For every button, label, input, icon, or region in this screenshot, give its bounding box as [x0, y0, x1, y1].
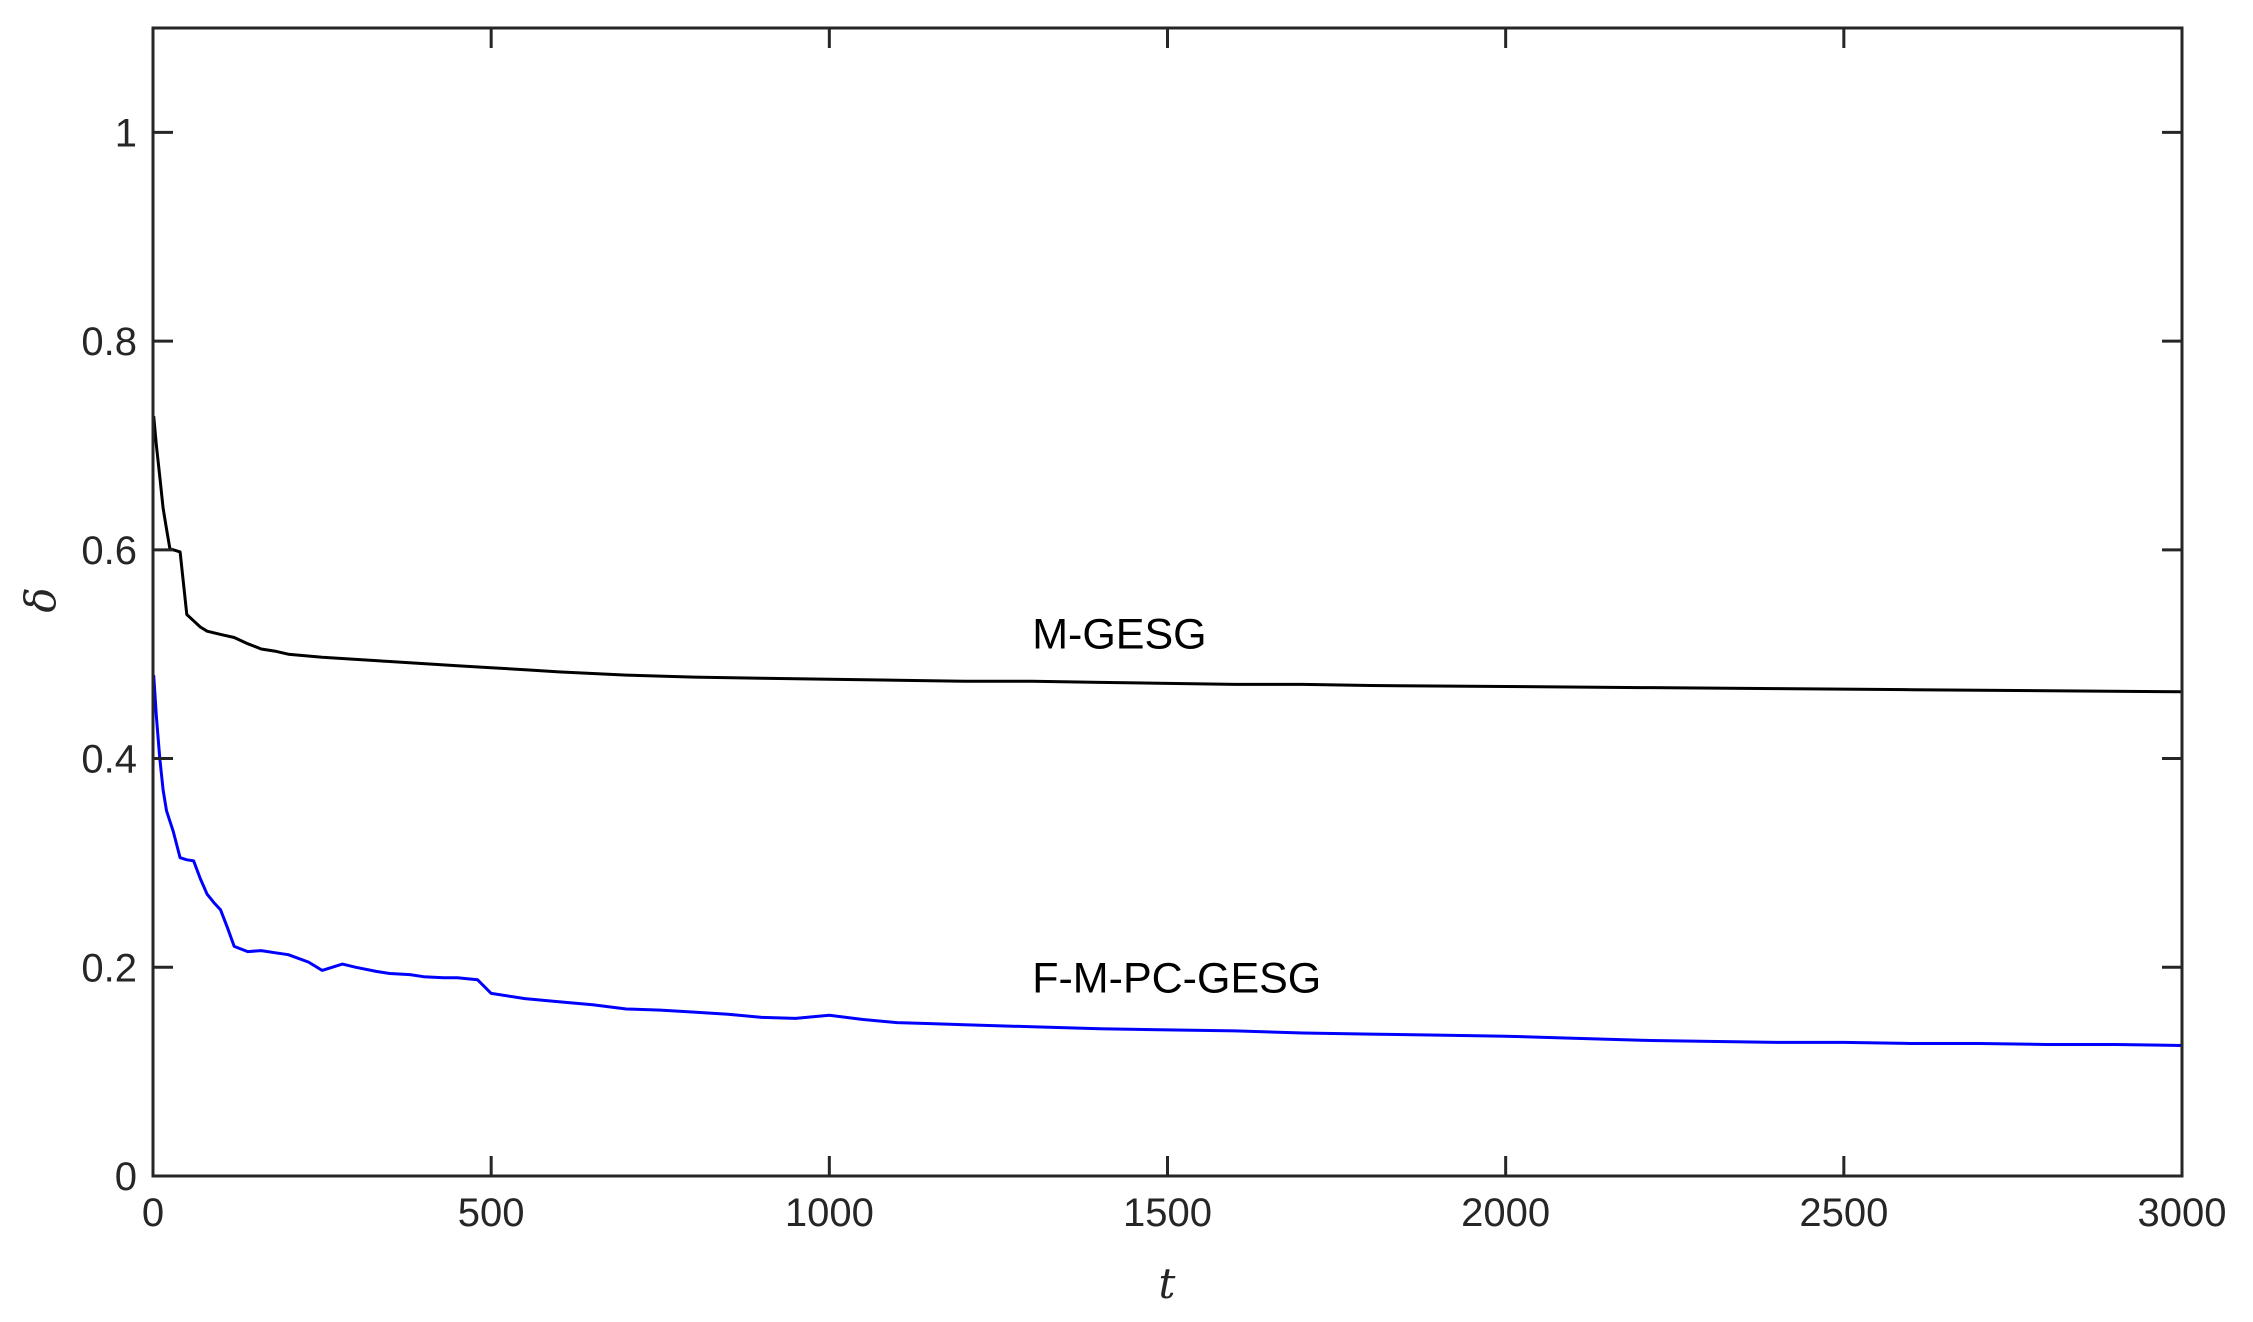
label-layer: M-GESG F-M-PC-GESG [1032, 610, 1321, 1002]
x-tick-label: 1000 [785, 1191, 874, 1235]
tick-layer: 0 500 1000 1500 2000 2500 3000 0 0.2 0.4 0.6 0.8 1 [81, 28, 2226, 1235]
plot-frame [151, 26, 2184, 1178]
series-line-1 [152, 416, 2183, 694]
x-tick-label: 2500 [1799, 1191, 1888, 1235]
y-axis-label: δ [16, 587, 65, 612]
x-axis-label: t [1159, 1259, 1176, 1308]
y-tick-label: 0 [115, 1155, 137, 1199]
x-tick-label: 1500 [1123, 1191, 1212, 1235]
y-tick-label: 1 [115, 111, 137, 155]
x-tick-label: 2000 [1461, 1191, 1550, 1235]
series-layer [152, 416, 2183, 1047]
x-tick-label: 3000 [2138, 1191, 2227, 1235]
series-line-2 [152, 675, 2183, 1047]
y-tick-label: 0.2 [81, 946, 137, 990]
y-tick-label: 0.4 [81, 738, 137, 782]
x-tick-label: 500 [458, 1191, 525, 1235]
plot-background [153, 28, 2182, 1176]
y-tick-label: 0.8 [81, 320, 137, 364]
series-label-2: F-M-PC-GESG [1032, 955, 1321, 1003]
y-tick-label: 0.6 [81, 529, 137, 573]
x-tick-label: 0 [142, 1191, 164, 1235]
series-label-1: M-GESG [1032, 610, 1206, 658]
